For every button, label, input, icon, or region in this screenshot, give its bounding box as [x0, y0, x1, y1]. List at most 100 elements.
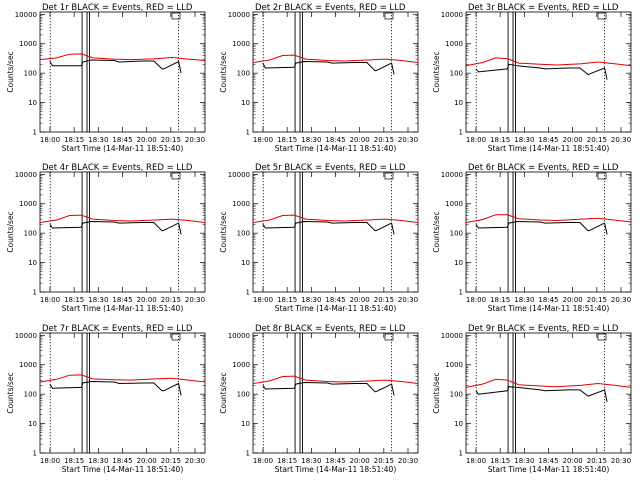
x-tick-label: 18:45: [325, 457, 345, 465]
x-tick-label: 18:00: [466, 296, 486, 304]
chart-panel-8: Det 8r BLACK = Events, RED = LLD 1 10 100 10…: [219, 324, 419, 474]
y-tick-label: 10000: [441, 171, 463, 179]
chart-title: Det 5r BLACK = Events, RED = LLD: [255, 163, 406, 173]
y-tick-label: 1000: [232, 361, 250, 369]
y-tick-label: 10000: [15, 171, 37, 179]
y-tick-label: 100: [450, 230, 463, 238]
chart-panel-2: Det 2r BLACK = Events, RED = LLD 1 10 100 10…: [219, 3, 419, 153]
x-tick-label: 20:15: [587, 296, 607, 304]
lld-series-line: [39, 374, 206, 383]
x-tick-label: 20:15: [374, 296, 394, 304]
x-tick-label: 18:45: [112, 457, 132, 465]
corner-marker: [171, 333, 181, 341]
chart-title: Det 4r BLACK = Events, RED = LLD: [42, 163, 193, 173]
x-tick-label: 20:15: [161, 136, 181, 144]
y-tick-label: 1000: [445, 361, 463, 369]
y-tick-label: 10000: [228, 171, 250, 179]
x-tick-label: 18:45: [325, 136, 345, 144]
x-tick-label: 18:00: [253, 296, 273, 304]
x-tick-label: 20:00: [350, 296, 370, 304]
x-axis-label: Start Time (14-Mar-11 18:51:40): [62, 465, 184, 474]
chart-panel-9: Det 9r BLACK = Events, RED = LLD 1 10 100 10…: [432, 324, 632, 474]
x-tick-label: 20:15: [161, 457, 181, 465]
x-tick-label: 20:30: [185, 457, 205, 465]
corner-marker: [597, 12, 607, 20]
x-tick-label: 18:30: [514, 457, 534, 465]
x-tick-label: 20:15: [161, 296, 181, 304]
chart-panel-4: Det 4r BLACK = Events, RED = LLD 1 10 100 10…: [6, 163, 206, 313]
x-tick-label: 18:30: [301, 296, 321, 304]
x-tick-label: 18:15: [490, 457, 510, 465]
x-tick-label: 20:30: [398, 296, 418, 304]
x-tick-label: 20:15: [587, 136, 607, 144]
y-tick-label: 100: [24, 70, 37, 78]
x-tick-label: 20:30: [398, 136, 418, 144]
y-tick-label: 1: [33, 450, 37, 458]
y-tick-label: 100: [24, 230, 37, 238]
x-tick-label: 20:30: [611, 457, 631, 465]
lld-series-line: [39, 53, 206, 61]
x-tick-label: 18:45: [538, 457, 558, 465]
y-axis-label: Counts/sec: [219, 211, 228, 252]
y-tick-label: 100: [450, 391, 463, 399]
y-tick-label: 1000: [232, 200, 250, 208]
y-tick-label: 1000: [19, 200, 37, 208]
chart-panel-1: Det 1r BLACK = Events, RED = LLD 1 10 100 10…: [6, 3, 206, 153]
x-tick-label: 18:15: [490, 296, 510, 304]
chart-panel-6: Det 6r BLACK = Events, RED = LLD 1 10 100 10…: [432, 163, 632, 313]
x-tick-label: 18:00: [466, 136, 486, 144]
y-tick-label: 10: [454, 99, 463, 107]
y-tick-label: 100: [450, 70, 463, 78]
x-tick-label: 18:00: [466, 457, 486, 465]
corner-marker: [171, 12, 181, 20]
y-tick-label: 1: [459, 129, 463, 137]
events-series-line: [475, 220, 608, 235]
corner-marker: [171, 172, 181, 180]
x-tick-label: 20:15: [374, 136, 394, 144]
events-series-line: [262, 381, 395, 396]
y-axis-label: Counts/sec: [432, 51, 441, 92]
x-tick-label: 18:30: [88, 457, 108, 465]
plot-frame: [465, 11, 632, 133]
events-series-line: [262, 220, 395, 235]
lld-series-line: [465, 214, 632, 223]
y-tick-label: 10: [28, 420, 37, 428]
x-tick-label: 18:30: [514, 296, 534, 304]
corner-marker: [384, 333, 394, 341]
lld-series-line: [252, 214, 419, 223]
x-tick-label: 18:30: [88, 296, 108, 304]
chart-title: Det 8r BLACK = Events, RED = LLD: [255, 324, 406, 334]
y-tick-label: 1000: [445, 200, 463, 208]
y-tick-label: 1: [246, 289, 250, 297]
y-tick-label: 100: [24, 391, 37, 399]
x-tick-label: 18:45: [538, 296, 558, 304]
lld-series-line: [252, 375, 419, 384]
chart-panel-5: Det 5r BLACK = Events, RED = LLD 1 10 100 10…: [219, 163, 419, 313]
x-axis-label: Start Time (14-Mar-11 18:51:40): [275, 465, 397, 474]
corner-marker: [597, 172, 607, 180]
y-tick-label: 1000: [232, 40, 250, 48]
x-tick-label: 18:45: [325, 296, 345, 304]
corner-marker: [384, 172, 394, 180]
x-tick-label: 20:30: [398, 457, 418, 465]
y-tick-label: 10: [241, 420, 250, 428]
events-series-line: [49, 59, 182, 74]
chart-title: Det 9r BLACK = Events, RED = LLD: [468, 324, 619, 334]
y-tick-label: 10: [241, 259, 250, 267]
x-tick-label: 20:30: [611, 296, 631, 304]
x-tick-label: 18:15: [277, 296, 297, 304]
events-series-line: [49, 220, 182, 235]
x-tick-label: 18:15: [277, 136, 297, 144]
x-tick-label: 20:30: [611, 136, 631, 144]
events-series-line: [49, 380, 182, 396]
plot-frame: [39, 11, 206, 133]
lld-series-line: [465, 57, 632, 67]
x-tick-label: 18:00: [40, 136, 60, 144]
y-tick-label: 100: [237, 230, 250, 238]
x-axis-label: Start Time (14-Mar-11 18:51:40): [62, 304, 184, 313]
x-tick-label: 18:30: [301, 457, 321, 465]
x-tick-label: 20:00: [563, 296, 583, 304]
y-tick-label: 10000: [228, 11, 250, 19]
y-axis-label: Counts/sec: [6, 51, 15, 92]
